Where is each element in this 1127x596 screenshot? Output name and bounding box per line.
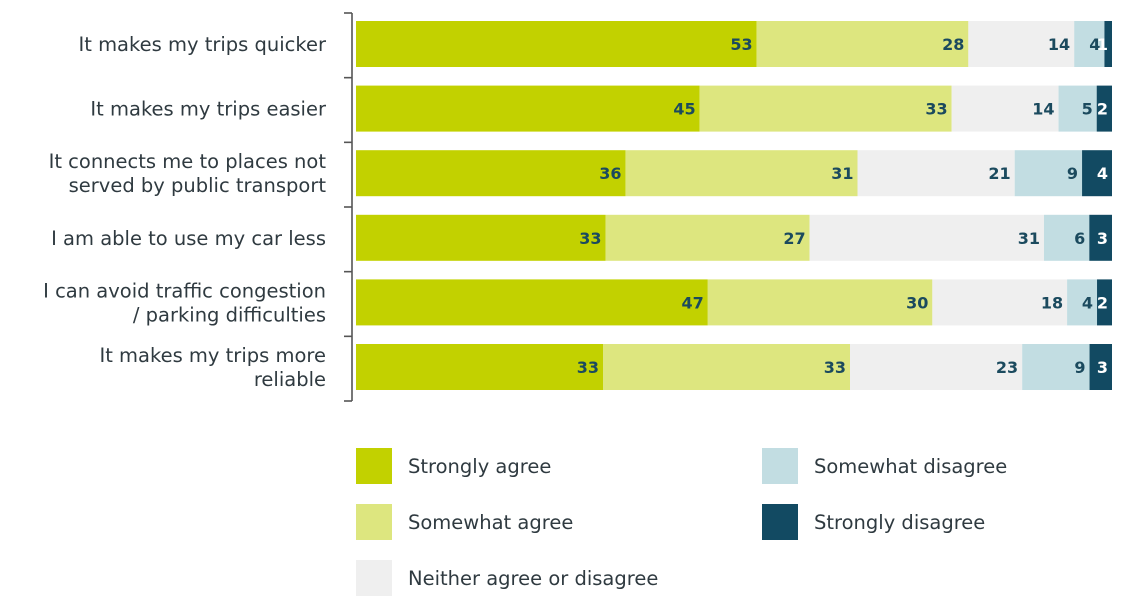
data-label: 28 (942, 35, 964, 54)
data-label: 9 (1074, 358, 1085, 377)
bar-segment (356, 21, 757, 67)
legend-swatch (762, 448, 798, 484)
legend-label: Neither agree or disagree (408, 566, 659, 590)
data-label: 33 (925, 100, 947, 119)
bar-segment (857, 150, 1015, 197)
data-label: 2 (1097, 293, 1108, 312)
bar-segment (1058, 85, 1097, 132)
data-label: 33 (577, 358, 599, 377)
category-label: I can avoid traffic congestion / parking … (43, 279, 326, 326)
legend-item: Strongly agree (356, 448, 551, 484)
data-label: 14 (1048, 35, 1070, 54)
legend-label: Strongly disagree (814, 510, 986, 534)
bar-segment (932, 279, 1068, 326)
bar-segment (1043, 214, 1090, 261)
bar-segment (605, 214, 810, 261)
data-label: 45 (673, 100, 695, 119)
bar-segment (356, 150, 626, 197)
data-label: 4 (1089, 35, 1100, 54)
data-label: 4 (1097, 164, 1108, 183)
legend-item: Neither agree or disagree (356, 560, 658, 596)
legend-swatch (356, 560, 392, 596)
legend-label: Strongly agree (408, 454, 552, 478)
legend-item: Somewhat disagree (762, 448, 1007, 484)
category-label: It makes my trips quicker (78, 33, 327, 56)
data-label: 27 (783, 229, 805, 248)
data-label: 33 (824, 358, 846, 377)
bar-segment (1067, 279, 1098, 326)
data-label: 18 (1041, 293, 1063, 312)
bar-segment (1089, 344, 1112, 390)
data-label: 6 (1074, 229, 1085, 248)
data-label: 5 (1082, 100, 1093, 119)
legend-swatch (356, 448, 392, 484)
legend-swatch (356, 504, 392, 540)
data-label: 9 (1067, 164, 1078, 183)
bar-segment (699, 85, 952, 132)
data-label: 3 (1097, 358, 1108, 377)
category-label: It connects me to places not served by pu… (49, 150, 327, 197)
bar-segment (625, 150, 858, 197)
legend-swatch (762, 504, 798, 540)
bar-segment (1022, 344, 1090, 390)
bar-segment (968, 21, 1075, 67)
data-label: 14 (1032, 100, 1054, 119)
data-label: 53 (730, 35, 752, 54)
bar-segment (356, 344, 604, 390)
bar-segment (1097, 279, 1112, 326)
data-label: 36 (599, 164, 621, 183)
bar-segment (756, 21, 969, 67)
bar-segment (1089, 214, 1112, 261)
legend-item: Somewhat agree (356, 504, 573, 540)
data-label: 23 (996, 358, 1018, 377)
bar-segment (356, 85, 700, 132)
bar-segment (603, 344, 851, 390)
data-label: 47 (682, 293, 704, 312)
bar-segment (850, 344, 1023, 390)
data-label: 21 (988, 164, 1010, 183)
data-label: 31 (831, 164, 853, 183)
category-label: I am able to use my car less (51, 227, 326, 250)
data-label: 33 (579, 229, 601, 248)
data-label: 30 (906, 293, 928, 312)
data-label: 1 (1097, 35, 1108, 54)
bar-segment (1104, 21, 1112, 67)
legend-label: Somewhat agree (408, 510, 574, 534)
bar-segment (356, 214, 606, 261)
category-label: It makes my trips easier (90, 98, 327, 121)
bar-segment (707, 279, 933, 326)
bar-segment (356, 279, 708, 326)
data-label: 2 (1097, 100, 1108, 119)
data-label: 4 (1082, 293, 1093, 312)
legend-label: Somewhat disagree (814, 454, 1008, 478)
legend: Strongly agree Somewhat agree Neither agre… (356, 448, 1096, 596)
bar-segment (951, 85, 1059, 132)
data-label: 3 (1097, 229, 1108, 248)
bar-segment (1096, 85, 1112, 132)
category-label: It makes my trips more reliable (99, 344, 326, 391)
bar-segment (1082, 150, 1112, 197)
data-label: 31 (1018, 229, 1040, 248)
bar-segment (1074, 21, 1105, 67)
bar-segment (809, 214, 1044, 261)
legend-item: Strongly disagree (762, 504, 985, 540)
bar-segment (1014, 150, 1083, 197)
